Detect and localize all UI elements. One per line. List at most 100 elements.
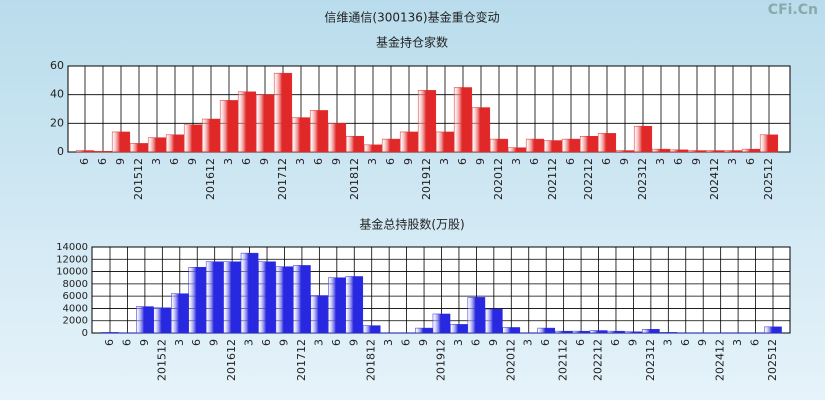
bar xyxy=(223,261,241,334)
bar xyxy=(129,143,149,153)
x-tick-label: 6 xyxy=(600,158,613,165)
x-tick-label: 202412 xyxy=(714,339,727,381)
bar xyxy=(310,295,329,334)
y-tick-label: 4000 xyxy=(63,303,88,314)
bar xyxy=(642,329,660,334)
x-tick-label: 9 xyxy=(330,158,343,165)
bar xyxy=(561,138,581,153)
bar xyxy=(471,107,491,153)
bar xyxy=(183,124,203,153)
bar xyxy=(153,307,172,334)
x-tick-label: 202212 xyxy=(592,339,605,381)
x-tick-label: 202212 xyxy=(582,158,595,200)
x-tick-label: 201512 xyxy=(132,158,145,200)
bar xyxy=(399,131,419,153)
page-title: 信维通信(300136)基金重仓变动 xyxy=(324,10,499,25)
x-tick-label: 9 xyxy=(277,339,290,346)
y-tick-label: 6000 xyxy=(63,291,88,302)
x-tick-label: 201512 xyxy=(155,339,168,381)
x-tick-label: 9 xyxy=(474,158,487,165)
bar xyxy=(170,293,189,334)
y-tick-label: 60 xyxy=(50,59,64,72)
bar xyxy=(165,134,185,153)
y-tick-label: 14000 xyxy=(56,242,88,253)
bar xyxy=(615,150,635,153)
bar xyxy=(255,94,275,153)
bar xyxy=(293,265,311,334)
x-tick-label: 3 xyxy=(294,158,307,165)
x-tick-label: 6 xyxy=(672,158,685,165)
bar xyxy=(345,135,365,153)
bar xyxy=(237,91,257,153)
bar xyxy=(633,125,653,153)
x-tick-label: 6 xyxy=(749,339,762,346)
bar xyxy=(502,327,521,334)
x-tick-label: 6 xyxy=(78,158,91,165)
x-tick-label: 3 xyxy=(661,339,674,346)
y-tick-label: 8000 xyxy=(63,279,88,290)
bar xyxy=(111,131,131,153)
bar xyxy=(572,330,590,334)
x-tick-label: 6 xyxy=(330,339,343,346)
x-tick-label: 201812 xyxy=(348,158,361,200)
bar xyxy=(147,137,167,153)
bar xyxy=(136,306,154,334)
bar xyxy=(543,140,563,153)
bar xyxy=(705,150,725,153)
x-tick-label: 201712 xyxy=(295,339,308,381)
x-tick-label: 9 xyxy=(690,158,703,165)
x-tick-label: 6 xyxy=(564,158,577,165)
chart-title: 基金总持股数(万股) xyxy=(359,217,464,232)
x-tick-label: 6 xyxy=(609,339,622,346)
bar xyxy=(291,117,311,153)
x-tick-label: 3 xyxy=(312,339,325,346)
x-tick-label: 6 xyxy=(103,339,116,346)
x-tick-label: 201612 xyxy=(204,158,217,200)
bar xyxy=(201,118,221,153)
y-tick-label: 0 xyxy=(57,145,64,158)
bar xyxy=(589,330,608,334)
y-tick-label: 40 xyxy=(50,88,64,101)
bar xyxy=(450,324,468,334)
x-tick-label: 6 xyxy=(260,339,273,346)
bar xyxy=(467,297,486,334)
bar xyxy=(345,276,364,334)
bar xyxy=(659,332,678,334)
x-tick-label: 3 xyxy=(382,339,395,346)
bar xyxy=(188,267,207,334)
x-tick-label: 9 xyxy=(618,158,631,165)
x-tick-label: 3 xyxy=(654,158,667,165)
bar xyxy=(453,87,473,153)
x-tick-label: 6 xyxy=(312,158,325,165)
bar xyxy=(381,138,401,153)
bar xyxy=(723,150,743,153)
x-tick-label: 202112 xyxy=(557,339,570,381)
bar xyxy=(579,135,599,153)
x-tick-label: 202012 xyxy=(504,339,517,381)
x-tick-label: 201612 xyxy=(225,339,238,381)
bar xyxy=(489,138,509,153)
x-tick-label: 9 xyxy=(696,339,709,346)
x-tick-label: 202012 xyxy=(492,158,505,200)
x-tick-label: 3 xyxy=(726,158,739,165)
x-tick-label: 6 xyxy=(384,158,397,165)
x-tick-label: 6 xyxy=(240,158,253,165)
bar xyxy=(309,110,329,153)
x-tick-label: 201712 xyxy=(276,158,289,200)
x-tick-label: 3 xyxy=(173,339,186,346)
bar xyxy=(75,150,95,153)
x-tick-label: 3 xyxy=(522,339,535,346)
bar xyxy=(537,327,555,334)
x-tick-label: 6 xyxy=(96,158,109,165)
bar xyxy=(240,252,259,334)
x-tick-label: 9 xyxy=(626,339,639,346)
x-tick-label: 6 xyxy=(190,339,203,346)
bar xyxy=(101,332,119,334)
x-tick-label: 9 xyxy=(186,158,199,165)
x-tick-label: 3 xyxy=(243,339,256,346)
bar xyxy=(507,147,527,153)
bar xyxy=(275,266,294,334)
bar xyxy=(485,308,503,334)
bar xyxy=(327,123,347,153)
bar xyxy=(328,277,346,334)
